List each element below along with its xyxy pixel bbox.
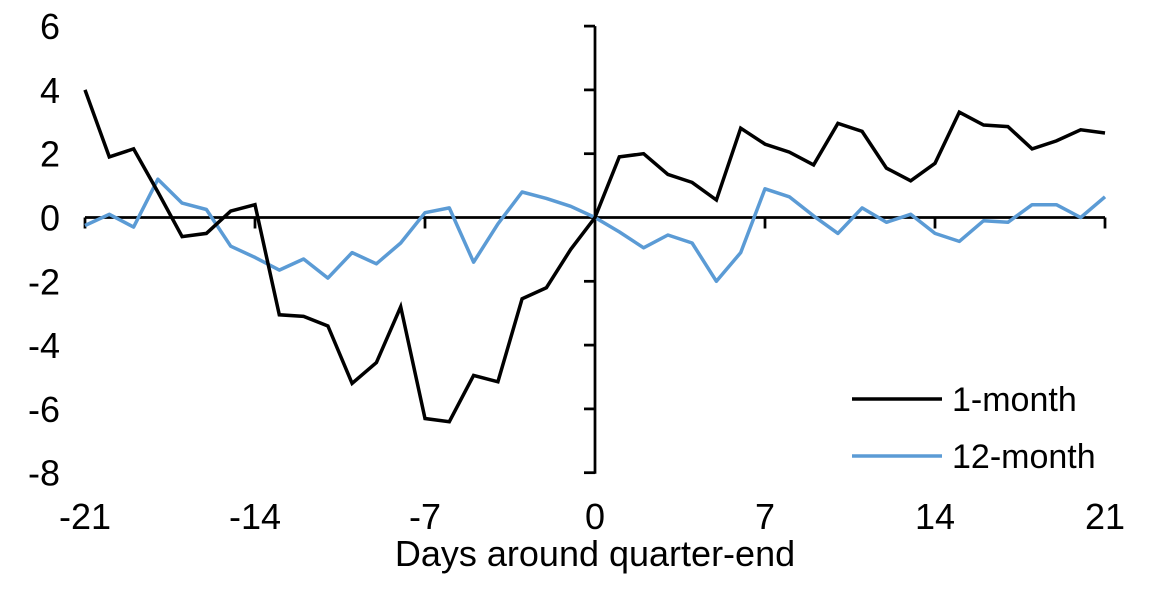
axis-labels: -21 -14 -7 0 7 14 21 6 4 2 0 -2 -4 -6 -8 bbox=[28, 6, 1125, 537]
y-tick-label: -8 bbox=[28, 453, 60, 494]
series-lines bbox=[83, 89, 1107, 424]
y-tick-label: -6 bbox=[28, 389, 60, 430]
series-line-1-month bbox=[83, 89, 1106, 424]
y-tick-label: -2 bbox=[28, 261, 60, 302]
y-tick-label: 6 bbox=[40, 6, 60, 47]
legend-label-1-month: 1-month bbox=[952, 381, 1077, 419]
x-tick-label: 7 bbox=[755, 496, 775, 537]
y-tick-label: 0 bbox=[40, 198, 60, 239]
x-tick-label: 0 bbox=[585, 496, 605, 537]
x-axis-title: Days around quarter-end bbox=[395, 533, 795, 574]
legend: 1-month 12-month bbox=[852, 381, 1096, 476]
x-tick-label: 14 bbox=[915, 496, 955, 537]
y-tick-label: -4 bbox=[28, 325, 60, 366]
x-tick-label: -14 bbox=[229, 496, 281, 537]
x-tick-label: 21 bbox=[1085, 496, 1125, 537]
x-tick-label: -21 bbox=[59, 496, 111, 537]
y-tick-label: 4 bbox=[40, 70, 60, 111]
x-tick-label: -7 bbox=[409, 496, 441, 537]
legend-label-12-month: 12-month bbox=[952, 438, 1096, 476]
y-tick-label: 2 bbox=[40, 134, 60, 175]
